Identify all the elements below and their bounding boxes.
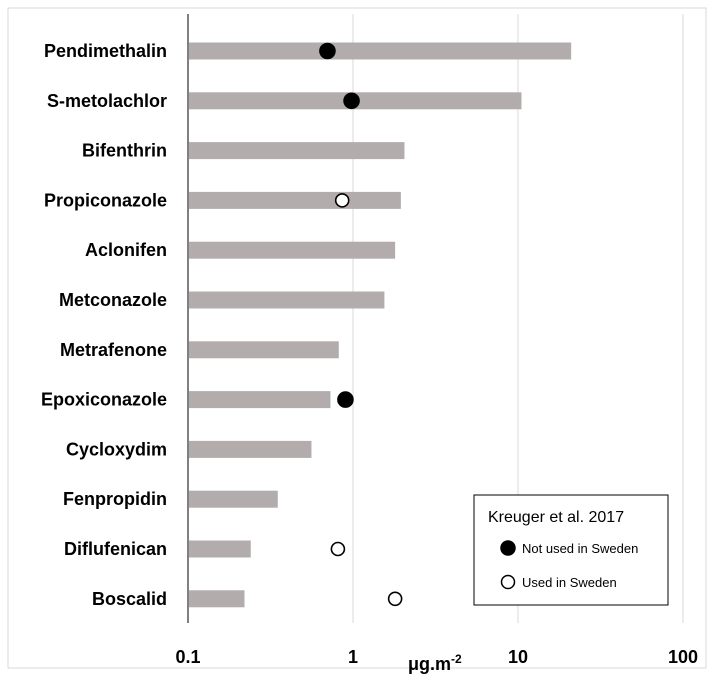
bar-epoxiconazole xyxy=(189,391,331,409)
bar-propiconazole xyxy=(189,191,401,209)
category-label-aclonifen: Aclonifen xyxy=(85,240,167,260)
category-label-propiconazole: Propiconazole xyxy=(44,190,167,210)
category-label-cycloxydim: Cycloxydim xyxy=(66,439,167,459)
category-label-metconazole: Metconazole xyxy=(59,290,167,310)
category-label-s-metolachlor: S-metolachlor xyxy=(47,91,167,111)
x-tick-label-0-1: 0.1 xyxy=(175,647,200,667)
bar-diflufenican xyxy=(189,540,251,558)
bar-bifenthrin xyxy=(189,142,405,160)
bar-metrafenone xyxy=(189,341,339,359)
legend-label-used: Used in Sweden xyxy=(522,575,617,590)
legend-label-not-used: Not used in Sweden xyxy=(522,541,638,556)
point-boscalid xyxy=(387,591,403,607)
point-diflufenican xyxy=(330,541,346,557)
x-axis-unit-label: μg.m-2 xyxy=(408,652,462,674)
category-label-diflufenican: Diflufenican xyxy=(64,539,167,559)
bar-boscalid xyxy=(189,590,245,608)
legend: Kreuger et al. 2017 Not used in Sweden U… xyxy=(473,494,669,606)
reference-points xyxy=(319,42,403,607)
point-s-metolachlor xyxy=(343,92,360,110)
gridlines xyxy=(187,14,684,623)
legend-marker-open xyxy=(500,574,516,590)
legend-title: Kreuger et al. 2017 xyxy=(488,509,624,526)
category-label-fenpropidin: Fenpropidin xyxy=(63,489,167,509)
legend-marker-filled xyxy=(500,540,516,556)
bar-metconazole xyxy=(189,291,385,309)
bar-aclonifen xyxy=(189,241,396,259)
category-labels: Pendimethalin S-metolachlor Bifenthrin Prop… xyxy=(41,41,167,609)
bar-cycloxydim xyxy=(189,440,312,458)
x-tick-labels: 0.1 1 10 100 xyxy=(175,647,698,667)
bar-pendimethalin xyxy=(189,42,572,60)
x-tick-label-100: 100 xyxy=(668,647,698,667)
bar-fenpropidin xyxy=(189,490,278,508)
category-label-boscalid: Boscalid xyxy=(92,589,167,609)
x-tick-label-1: 1 xyxy=(348,647,358,667)
x-axis-unit-superscript: -2 xyxy=(451,652,462,666)
point-pendimethalin xyxy=(319,42,336,60)
point-propiconazole xyxy=(334,193,350,208)
category-label-pendimethalin: Pendimethalin xyxy=(44,41,167,61)
point-epoxiconazole xyxy=(337,391,354,408)
x-tick-label-10: 10 xyxy=(508,647,528,667)
category-label-bifenthrin: Bifenthrin xyxy=(82,141,167,161)
category-label-epoxiconazole: Epoxiconazole xyxy=(41,390,167,410)
x-axis-unit-main: μg.m xyxy=(408,654,451,674)
category-label-metrafenone: Metrafenone xyxy=(60,340,167,360)
